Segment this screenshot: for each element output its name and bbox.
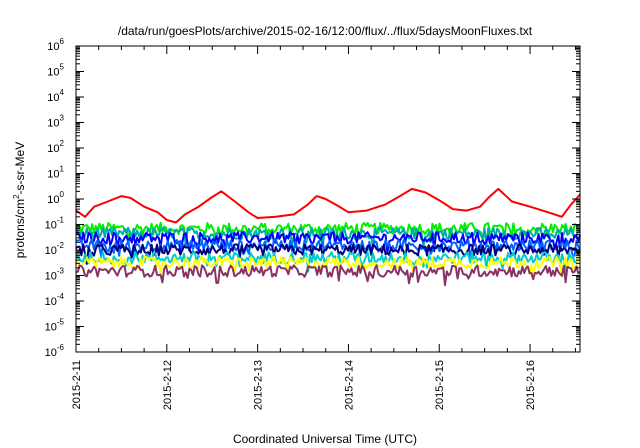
y-tick-label: 10-3 [45,267,65,283]
y-tick-exponent: 3 [60,114,65,123]
y-tick-exponent: 2 [60,139,65,148]
series-line-1 [75,187,581,224]
x-tick-label: 2015-2-14 [343,360,355,410]
y-tick-base: 10 [45,347,57,359]
y-tick-base: 10 [45,220,57,232]
y-tick-base: 10 [47,92,59,104]
chart-title: /data/run/goesPlots/archive/2015-02-16/1… [118,24,533,38]
y-tick-exponent: -2 [57,241,65,250]
y-tick-base: 10 [45,271,57,283]
y-tick-label: 10-1 [45,216,65,232]
y-tick-exponent: 5 [60,63,65,72]
y-tick-exponent: -1 [57,216,65,225]
y-tick-base: 10 [47,169,59,181]
y-tick-base: 10 [47,143,59,155]
y-tick-exponent: -3 [57,267,65,276]
y-tick-exponent: 4 [60,88,65,97]
y-tick-label: 100 [47,190,64,206]
series-line-9 [75,264,581,287]
y-tick-base: 10 [47,194,59,206]
y-tick-label: 10-2 [45,241,65,257]
x-tick-label: 2015-2-12 [162,360,174,410]
y-tick-label: 101 [47,165,64,181]
x-tick-label: 2015-2-11 [71,360,83,409]
y-axis-title-pre: protons/cm [13,199,27,258]
x-tick-label: 2015-2-16 [525,360,537,410]
y-tick-base: 10 [45,245,57,257]
y-tick-label: 10-6 [45,343,65,359]
y-tick-base: 10 [47,118,59,130]
y-tick-label: 10-5 [45,318,65,334]
y-tick-base: 10 [45,296,57,308]
x-axis-title: Coordinated Universal Time (UTC) [233,432,417,446]
series-line-6 [75,243,581,265]
y-tick-label: 103 [47,114,64,130]
y-axis-title-sup: 2 [12,194,21,199]
plot-area: 10-610-510-410-310-210-11001011021031041… [45,37,581,410]
series-line-7 [75,251,581,273]
y-axis-title: protons/cm2-s-sr-MeV [12,142,27,258]
x-tick-label: 2015-2-13 [253,360,265,410]
x-tick-label: 2015-2-15 [434,360,446,410]
series-line-8 [75,255,581,278]
y-tick-base: 10 [47,41,59,53]
y-tick-exponent: -5 [57,318,65,327]
y-tick-exponent: -4 [57,292,65,301]
y-tick-exponent: -6 [57,343,65,352]
y-tick-label: 106 [47,37,64,53]
y-tick-label: 102 [47,139,64,155]
series-line-2 [75,221,581,244]
y-tick-exponent: 6 [60,37,65,46]
plot-frame [75,45,581,353]
y-tick-base: 10 [47,67,59,79]
y-tick-base: 10 [45,322,57,334]
y-tick-label: 104 [47,88,64,104]
y-tick-exponent: 0 [60,190,65,199]
y-tick-exponent: 1 [60,165,65,174]
y-tick-label: 10-4 [45,292,65,308]
y-axis-title-post: -s-sr-MeV [13,142,27,195]
y-tick-label: 105 [47,63,64,79]
